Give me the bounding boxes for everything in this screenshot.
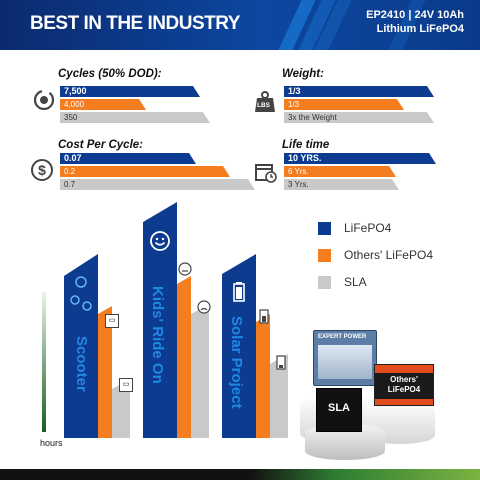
cost-label: Cost Per Cycle:	[58, 139, 144, 151]
solar-battery-icon	[233, 282, 245, 302]
others-product-label: Others' LiFePO4	[387, 375, 421, 394]
cost-others-bar: 0.2	[60, 166, 230, 177]
header-banner	[0, 0, 480, 50]
cycles-lifepo4-bar: 7,500	[60, 86, 200, 97]
sla-product-label: SLA	[328, 402, 350, 414]
life-label: Life time	[282, 139, 330, 151]
legend-others-label: Others' LiFePO4	[344, 248, 433, 262]
solar-column-group	[222, 254, 288, 438]
solar-label: Solar Project	[228, 316, 245, 409]
weight-lifepo4-bar: 1/3	[284, 86, 434, 97]
weight-sla-bar: 3x the Weight	[284, 112, 434, 123]
cycles-others-bar: 4,000	[60, 99, 146, 110]
cycle-icon	[33, 89, 55, 111]
solar-sla-battery-icon	[276, 355, 286, 370]
weight-label: Weight:	[282, 68, 324, 80]
scooter-sla-battery-icon: ▭	[119, 378, 133, 392]
weight-icon: LBS	[253, 90, 277, 114]
legend-sla-label: SLA	[344, 275, 367, 289]
model-line-1: EP2410 | 24V 10Ah	[366, 9, 464, 21]
cost-lifepo4-bar: 0.07	[60, 153, 196, 164]
life-sla-bar: 3 Yrs.	[284, 179, 399, 190]
weight-others-bar: 1/3	[284, 99, 404, 110]
kids-column-group	[143, 202, 209, 438]
svg-text:$: $	[38, 162, 46, 178]
legend-others-swatch	[318, 249, 331, 262]
kids-label: Kids' Ride On	[149, 286, 166, 384]
calendar-icon	[255, 164, 277, 183]
battery-label-panel	[318, 345, 372, 379]
cycles-label: Cycles (50% DOD):	[58, 68, 162, 80]
y-axis-line	[42, 292, 46, 432]
weight-icon-text: LBS	[257, 102, 270, 109]
brand-text: EXPERT POWER	[318, 334, 367, 340]
dollar-icon: $	[31, 159, 53, 181]
bottom-stripe	[0, 469, 480, 480]
model-info: EP2410 | 24V 10Ah Lithium LiFePO4	[366, 8, 464, 36]
cost-sla-bar: 0.7	[60, 179, 255, 190]
y-axis-label: hours	[40, 438, 63, 448]
model-line-2: Lithium LiFePO4	[376, 23, 464, 35]
legend-lifepo4-label: LiFePO4	[344, 221, 392, 235]
scooter-label: Scooter	[73, 336, 90, 392]
solar-others-battery-icon	[259, 309, 269, 324]
scooter-others-battery-icon: ▭	[105, 314, 119, 328]
scooter-column-group	[64, 254, 130, 438]
legend-lifepo4-swatch	[318, 222, 331, 235]
legend-sla-swatch	[318, 276, 331, 289]
sla-product-battery: SLA	[316, 388, 362, 432]
life-lifepo4-bar: 10 YRS.	[284, 153, 436, 164]
kids-others-face-icon	[178, 262, 192, 276]
scooter-icon	[70, 276, 92, 311]
kids-smile-icon	[150, 231, 170, 251]
cycles-sla-bar: 350	[60, 112, 210, 123]
page-title: BEST IN THE INDUSTRY	[30, 13, 240, 34]
kids-sla-face-icon	[197, 300, 211, 314]
lifepo4-product-battery: EXPERT POWER	[313, 330, 377, 386]
others-product-battery: Others' LiFePO4	[374, 364, 434, 406]
life-others-bar: 6 Yrs.	[284, 166, 396, 177]
